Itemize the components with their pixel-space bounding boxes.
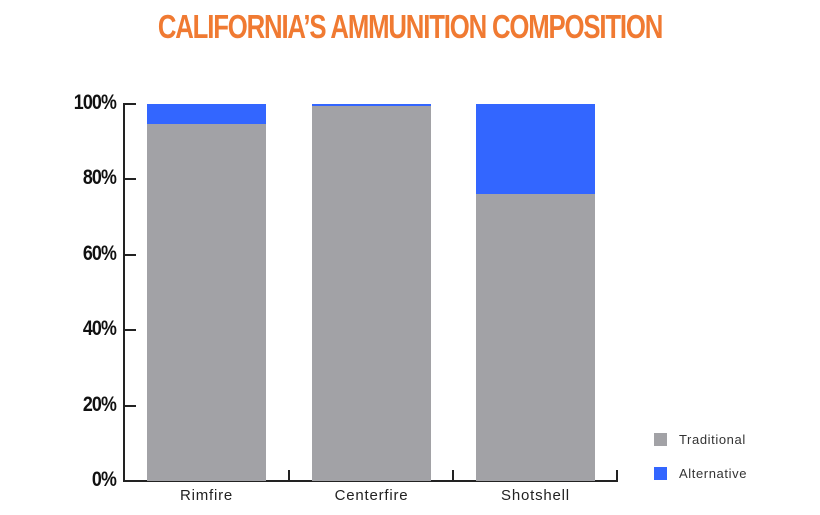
y-tick bbox=[123, 103, 136, 105]
y-tick-label: 40% bbox=[51, 317, 116, 341]
legend-item-traditional: Traditional bbox=[654, 432, 746, 447]
y-tick-label: 20% bbox=[51, 393, 116, 417]
y-tick bbox=[123, 178, 136, 180]
y-tick bbox=[123, 254, 136, 256]
y-tick-label: 0% bbox=[51, 468, 116, 492]
y-tick-label: 80% bbox=[51, 166, 116, 190]
y-tick-label: 100% bbox=[51, 91, 116, 115]
y-tick bbox=[123, 405, 136, 407]
bar-segment-alternative bbox=[476, 104, 595, 194]
x-tick-label: Shotshell bbox=[456, 487, 616, 504]
legend-label: Alternative bbox=[679, 466, 747, 481]
bar-shotshell bbox=[476, 104, 595, 481]
legend-item-alternative: Alternative bbox=[654, 466, 747, 481]
x-tick bbox=[616, 470, 618, 481]
bar-rimfire bbox=[147, 104, 266, 481]
x-tick-label: Rimfire bbox=[127, 487, 287, 504]
chart-title: CALIFORNIA’S AMMUNITION COMPOSITION bbox=[90, 8, 730, 46]
y-tick bbox=[123, 480, 136, 482]
bar-centerfire bbox=[312, 104, 431, 481]
y-tick-label: 60% bbox=[51, 242, 116, 266]
x-tick-label: Centerfire bbox=[292, 487, 452, 504]
x-tick bbox=[452, 470, 454, 481]
bar-segment-traditional bbox=[147, 124, 266, 481]
bar-segment-alternative bbox=[147, 104, 266, 124]
bar-segment-traditional bbox=[476, 194, 595, 481]
bar-segment-traditional bbox=[312, 106, 431, 481]
x-tick bbox=[288, 470, 290, 481]
y-axis-line bbox=[123, 104, 125, 482]
bar-segment-alternative bbox=[312, 104, 431, 106]
legend-swatch-icon bbox=[654, 433, 667, 446]
legend-label: Traditional bbox=[679, 432, 746, 447]
y-tick bbox=[123, 329, 136, 331]
legend-swatch-icon bbox=[654, 467, 667, 480]
